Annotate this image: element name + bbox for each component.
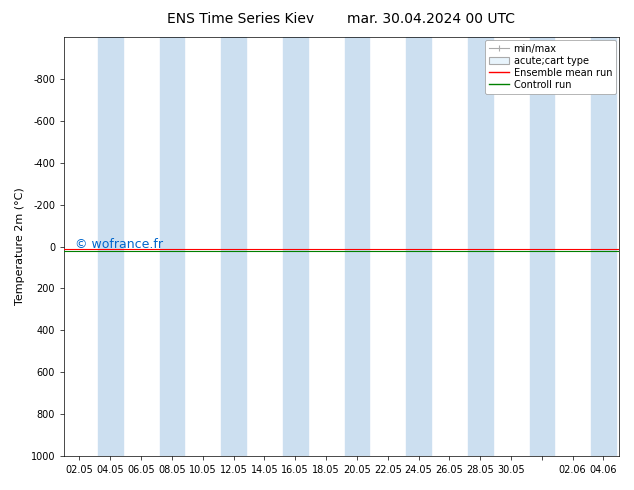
Bar: [221, 37, 246, 456]
Bar: [591, 37, 616, 456]
Text: mar. 30.04.2024 00 UTC: mar. 30.04.2024 00 UTC: [347, 12, 515, 26]
Legend: min/max, acute;cart type, Ensemble mean run, Controll run: min/max, acute;cart type, Ensemble mean …: [486, 40, 616, 94]
Bar: [160, 37, 184, 456]
Text: © wofrance.fr: © wofrance.fr: [75, 238, 163, 251]
Bar: [406, 37, 431, 456]
Bar: [98, 37, 122, 456]
Bar: [529, 37, 554, 456]
Y-axis label: Temperature 2m (°C): Temperature 2m (°C): [15, 188, 25, 305]
Text: ENS Time Series Kiev: ENS Time Series Kiev: [167, 12, 314, 26]
Bar: [344, 37, 369, 456]
Bar: [468, 37, 493, 456]
Bar: [283, 37, 307, 456]
